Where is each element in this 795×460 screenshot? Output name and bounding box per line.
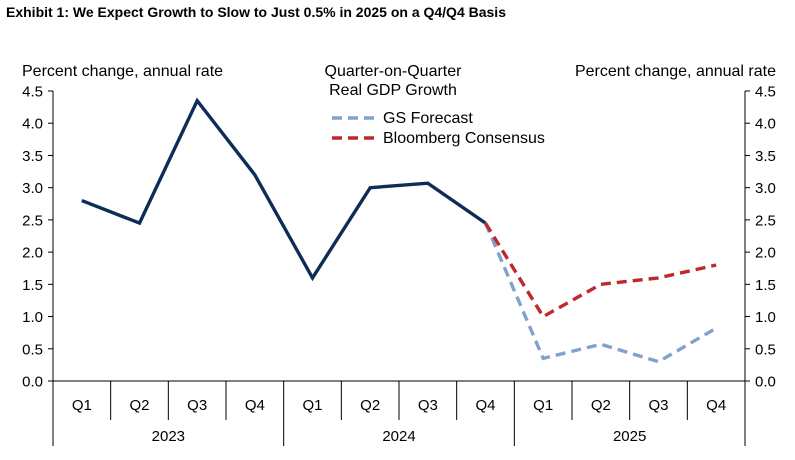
x-tick-label: Q3 bbox=[418, 397, 438, 414]
series-line-bloomberg-consensus bbox=[484, 222, 717, 319]
y-tick-label-left: 3.0 bbox=[22, 180, 43, 197]
y-tick-label-left: 2.0 bbox=[22, 245, 43, 262]
y-tick-label-right: 1.0 bbox=[755, 309, 776, 326]
y-ticks: 0.0 0.0 0.5 0.5 1.0 1.0 1.5 1.5 2.0 2.0 2.5 2.5 3.0 3… bbox=[22, 84, 776, 391]
y-axis-label-right: Percent change, annual rate bbox=[575, 63, 776, 80]
x-tick-label: Q2 bbox=[360, 397, 380, 414]
x-tick-label: Q1 bbox=[72, 397, 92, 414]
year-label: 2023 bbox=[152, 428, 185, 445]
x-tick-label: Q4 bbox=[245, 397, 265, 414]
legend: GS Forecast Bloomberg Consensus bbox=[332, 110, 545, 147]
y-axis-label-left: Percent change, annual rate bbox=[22, 63, 223, 80]
y-tick-label-right: 4.5 bbox=[755, 84, 776, 101]
y-tick-label-right: 0.0 bbox=[755, 374, 776, 391]
y-tick-label-left: 0.0 bbox=[22, 374, 43, 391]
y-tick-label-left: 4.5 bbox=[22, 84, 43, 101]
y-tick-label-right: 0.5 bbox=[755, 341, 776, 358]
y-tick-label-right: 3.5 bbox=[755, 148, 776, 165]
y-tick-label-right: 2.0 bbox=[755, 245, 776, 262]
series-line-gs-forecast bbox=[483, 222, 718, 364]
exhibit-title: Exhibit 1: We Expect Growth to Slow to J… bbox=[6, 4, 506, 20]
y-tick-label-left: 2.5 bbox=[22, 212, 43, 229]
y-tick-label-left: 1.0 bbox=[22, 309, 43, 326]
x-tick-label: Q1 bbox=[533, 397, 553, 414]
x-tick-label: Q1 bbox=[302, 397, 322, 414]
x-axis: Q1 Q2 Q3 Q4 Q1 Q2 Q3 Q4 Q1 Q2 Q3 Q4 2023 2024 2025 bbox=[52, 381, 746, 446]
x-tick-label: Q2 bbox=[129, 397, 149, 414]
year-label: 2025 bbox=[613, 428, 646, 445]
y-tick-label-right: 1.5 bbox=[755, 277, 776, 294]
y-tick-label-left: 3.5 bbox=[22, 148, 43, 165]
y-tick-label-right: 3.0 bbox=[755, 180, 776, 197]
series-lines bbox=[81, 97, 718, 364]
y-tick-label-right: 2.5 bbox=[755, 212, 776, 229]
series-line-actual bbox=[81, 97, 487, 282]
legend-label: Bloomberg Consensus bbox=[383, 130, 545, 147]
x-tick-label: Q3 bbox=[187, 397, 207, 414]
legend-label: GS Forecast bbox=[383, 110, 473, 127]
y-tick-label-left: 0.5 bbox=[22, 341, 43, 358]
year-label: 2024 bbox=[382, 428, 415, 445]
y-tick-label-left: 1.5 bbox=[22, 277, 43, 294]
chart-title: Quarter-on-Quarter bbox=[325, 63, 463, 80]
x-tick-label: Q3 bbox=[648, 397, 668, 414]
y-tick-label-right: 4.0 bbox=[755, 116, 776, 133]
x-tick-label: Q4 bbox=[706, 397, 726, 414]
chart-subtitle: Real GDP Growth bbox=[329, 82, 457, 99]
y-tick-label-left: 4.0 bbox=[22, 116, 43, 133]
x-tick-label: Q2 bbox=[591, 397, 611, 414]
x-tick-label: Q4 bbox=[475, 397, 495, 414]
